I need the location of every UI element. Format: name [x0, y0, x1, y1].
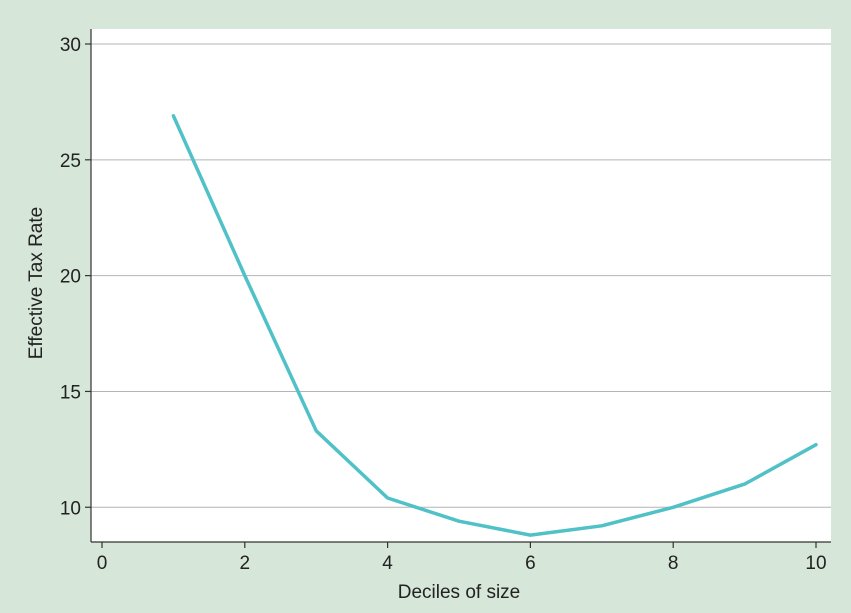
plot-area — [91, 29, 831, 542]
x-axis-ticks: 0 2 4 6 8 10 — [97, 542, 827, 574]
y-tick-label: 10 — [60, 498, 81, 519]
y-tick-label: 20 — [60, 267, 81, 288]
x-tick-label: 2 — [240, 553, 251, 574]
x-tick-label: 10 — [805, 553, 826, 574]
y-tick-label: 25 — [60, 151, 81, 172]
x-tick-label: 6 — [525, 553, 536, 574]
x-tick-label: 0 — [97, 553, 108, 574]
y-axis-title: Effective Tax Rate — [26, 207, 47, 359]
x-axis-title: Deciles of size — [398, 582, 521, 603]
x-tick-label: 8 — [668, 553, 679, 574]
x-tick-label: 4 — [382, 553, 393, 574]
y-tick-label: 30 — [60, 35, 81, 56]
y-tick-label: 15 — [60, 382, 81, 403]
y-axis-ticks: 10 15 20 25 30 — [60, 35, 91, 519]
